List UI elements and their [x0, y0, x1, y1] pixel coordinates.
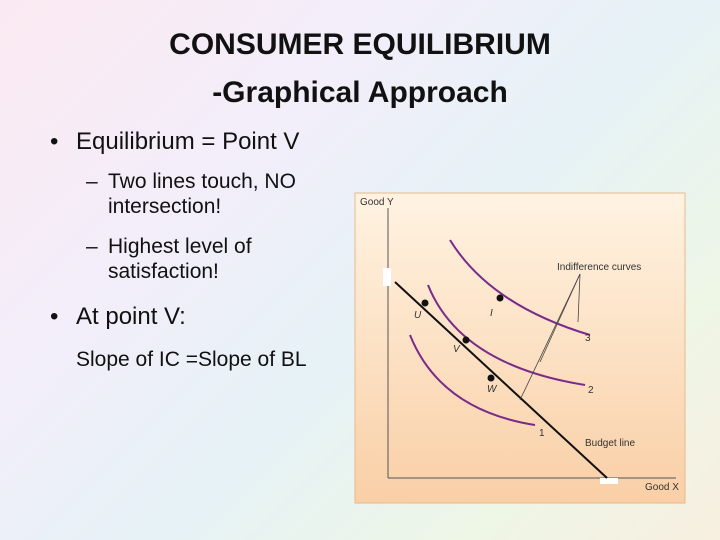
annotation: Budget line: [585, 438, 635, 449]
point: [487, 374, 495, 382]
marker: [383, 268, 391, 286]
indifference-curve: [409, 334, 536, 426]
axis-label: Good Y: [360, 197, 394, 208]
note: Slope of IC =Slope of BL: [76, 348, 307, 371]
point-label: I: [490, 308, 493, 319]
indifference-curve: [449, 239, 591, 336]
point-label: W: [487, 384, 498, 395]
point-label: V: [453, 344, 461, 355]
sub-bullet: Highest level of satisfaction!: [86, 234, 358, 284]
bullet: Equilibrium = Point V: [50, 128, 300, 156]
curve-number: 1: [539, 428, 545, 439]
point: [496, 294, 504, 302]
point: [421, 299, 429, 307]
axis-label: Good X: [645, 482, 679, 493]
sub-bullet: Two lines touch, NO intersection!: [86, 169, 358, 219]
curve-number: 3: [585, 333, 591, 344]
title: CONSUMER EQUILIBRIUM: [169, 28, 551, 61]
pointer: [519, 273, 581, 401]
diagram-panel: [354, 192, 686, 504]
bullet: At point V:: [50, 303, 186, 331]
point: [462, 336, 470, 344]
budget-line: [394, 281, 608, 479]
point-label: U: [414, 310, 422, 321]
curve-number: 2: [588, 385, 594, 396]
marker: [600, 478, 618, 484]
annotation: Indifference curves: [557, 262, 641, 273]
indifference-curve: [427, 284, 586, 386]
pointer: [577, 273, 581, 323]
title: -Graphical Approach: [212, 76, 508, 109]
